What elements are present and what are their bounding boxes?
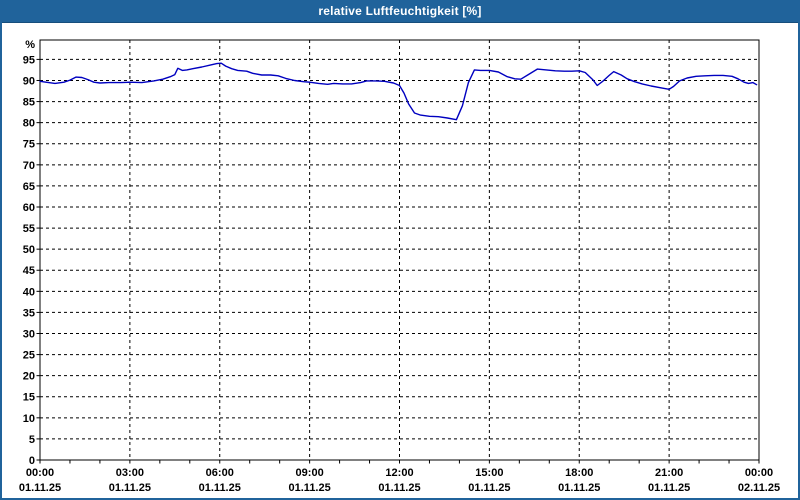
series-relative-luftfeuchtigkeit bbox=[39, 62, 758, 121]
x-tick-time: 00:00 bbox=[745, 467, 773, 479]
x-axis-labels: 00:00 01.11.25 03:00 01.11.25 06:00 01.11.25 0… bbox=[19, 467, 780, 494]
x-tick-date: 01.11.25 bbox=[378, 482, 420, 494]
window-title: relative Luftfeuchtigkeit [%] bbox=[318, 4, 482, 18]
x-tick-time: 12:00 bbox=[385, 467, 413, 479]
svg-text:55: 55 bbox=[23, 223, 35, 235]
svg-text:95: 95 bbox=[23, 54, 35, 66]
x-tick-time: 06:00 bbox=[206, 467, 234, 479]
x-tick-date: 01.11.25 bbox=[468, 482, 510, 494]
x-tick-date: 02.11.25 bbox=[738, 482, 780, 494]
svg-text:25: 25 bbox=[23, 350, 35, 362]
x-tick-time: 18:00 bbox=[565, 467, 593, 479]
x-tick-time: 15:00 bbox=[475, 467, 503, 479]
x-tick-time: 00:00 bbox=[26, 467, 54, 479]
plot-frame bbox=[39, 39, 760, 461]
svg-text:35: 35 bbox=[23, 307, 35, 319]
svg-text:85: 85 bbox=[23, 97, 35, 109]
svg-text:90: 90 bbox=[23, 75, 35, 87]
x-tick-date: 01.11.25 bbox=[648, 482, 690, 494]
x-tick-time: 09:00 bbox=[296, 467, 324, 479]
x-tick-date: 01.11.25 bbox=[199, 482, 241, 494]
svg-text:15: 15 bbox=[23, 392, 35, 404]
svg-text:50: 50 bbox=[23, 244, 35, 256]
x-tick-date: 01.11.25 bbox=[109, 482, 151, 494]
x-tick-time: 03:00 bbox=[116, 467, 144, 479]
svg-text:30: 30 bbox=[23, 328, 35, 340]
svg-text:80: 80 bbox=[23, 118, 35, 130]
svg-text:70: 70 bbox=[23, 160, 35, 172]
humidity-curve bbox=[39, 62, 758, 121]
x-tick-date: 01.11.25 bbox=[19, 482, 61, 494]
y-axis-labels: 0 5 10 15 20 25 30 35 40 45 50 55 60 65 70 75 80 85 90 95% bbox=[23, 39, 35, 467]
svg-text:60: 60 bbox=[23, 202, 35, 214]
x-tick-time: 21:00 bbox=[655, 467, 683, 479]
x-tick-date: 01.11.25 bbox=[558, 482, 600, 494]
svg-text:65: 65 bbox=[23, 181, 35, 193]
title-bar[interactable]: relative Luftfeuchtigkeit [%] bbox=[2, 0, 798, 23]
svg-text:0: 0 bbox=[29, 455, 35, 467]
svg-text:75: 75 bbox=[23, 139, 35, 151]
svg-text:40: 40 bbox=[23, 286, 35, 298]
x-tick-date: 01.11.25 bbox=[289, 482, 331, 494]
grid-lines bbox=[40, 40, 759, 460]
axis-ticks bbox=[36, 58, 760, 464]
svg-text:5: 5 bbox=[29, 434, 35, 446]
svg-text:20: 20 bbox=[23, 371, 35, 383]
svg-text:45: 45 bbox=[23, 265, 35, 277]
svg-text:10: 10 bbox=[23, 413, 35, 425]
y-axis-unit-label: % bbox=[25, 39, 35, 51]
